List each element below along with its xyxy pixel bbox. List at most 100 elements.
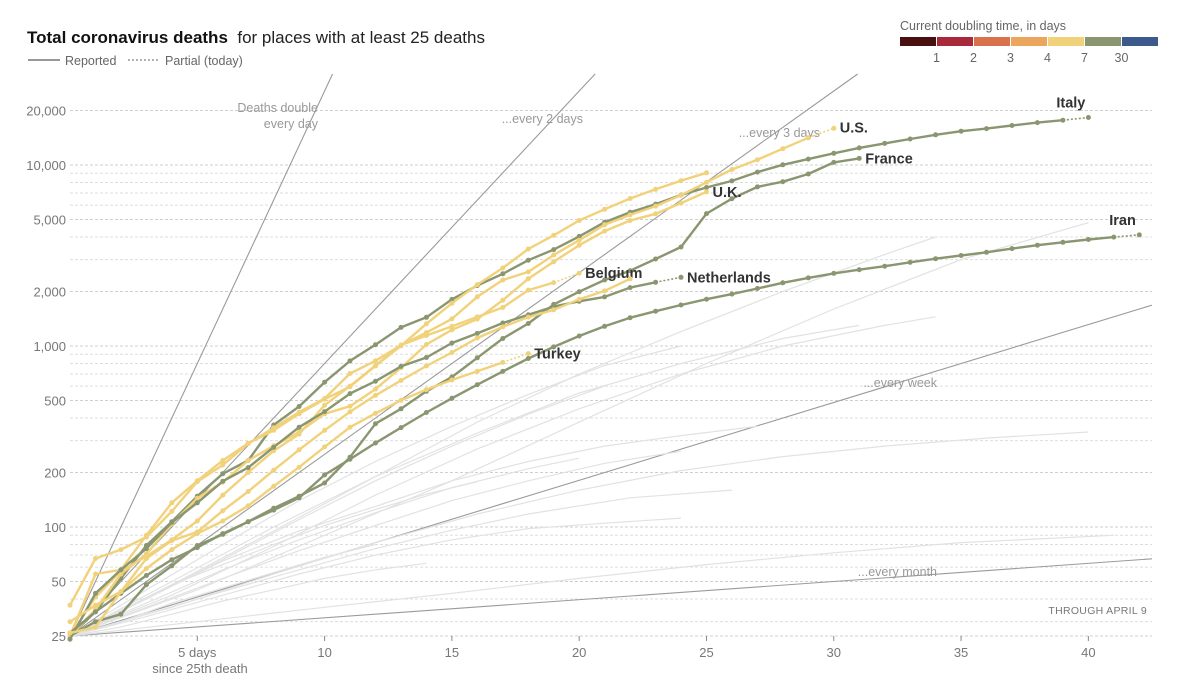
y-tick-label: 20,000 [26, 103, 66, 118]
x-tick-label: 25 [699, 645, 713, 660]
series-point [245, 458, 251, 463]
series-point [143, 551, 149, 557]
series-point [882, 263, 888, 269]
series-label: U.S. [840, 120, 868, 136]
series-point [678, 302, 684, 308]
doubling-guide-line [69, 73, 334, 637]
series-point [449, 395, 455, 401]
series-point [653, 256, 659, 262]
series-point [653, 308, 659, 314]
doubling-guides: Deaths double every day ...every 2 days...… [69, 73, 1153, 637]
series-point [220, 462, 226, 468]
x-tick-label: 30 [827, 645, 841, 660]
series-point [67, 619, 73, 625]
series-point [449, 316, 455, 322]
series-point [194, 495, 200, 501]
series-point [169, 557, 175, 563]
series-point [525, 314, 531, 320]
series-point [525, 246, 531, 252]
series-point [194, 479, 200, 485]
background-series-line [69, 517, 682, 637]
series-point [93, 590, 98, 596]
series-point [118, 589, 124, 595]
series-point [169, 547, 175, 553]
background-series-line [69, 534, 1114, 637]
series-point [1111, 234, 1117, 240]
series-partial-line [1113, 234, 1140, 238]
series-point [118, 567, 124, 573]
x-axis-title: since 25th death [152, 661, 247, 676]
series-point [831, 150, 837, 156]
series-point [933, 132, 939, 138]
doubling-swatch [974, 37, 1010, 46]
series-point [704, 296, 709, 302]
series-point [805, 135, 811, 141]
series-point [322, 472, 328, 478]
series-point [423, 363, 429, 369]
guide-label: ...every 2 days [502, 112, 583, 126]
series-point [118, 611, 124, 617]
series-point [423, 387, 429, 393]
series-point [93, 556, 98, 561]
series-point [93, 619, 98, 625]
series-point [1009, 246, 1015, 252]
series-point [373, 386, 378, 392]
doubling-swatch [1048, 37, 1084, 46]
y-tick-label: 2,000 [33, 284, 66, 299]
series-point [602, 277, 608, 283]
series-point [322, 402, 328, 408]
series-point [678, 178, 684, 184]
background-series-line [69, 236, 936, 637]
doubling-swatch-label: 7 [1081, 51, 1088, 65]
series-point [653, 279, 659, 285]
series-point [373, 363, 378, 369]
doubling-time-legend: Current doubling time, in days 1 2 3 4 7 30 [900, 19, 1158, 65]
series-point [653, 211, 659, 217]
series-point [907, 259, 913, 265]
background-series-line [69, 431, 1089, 637]
doubling-swatch-label: 30 [1115, 51, 1129, 65]
series-point [322, 427, 328, 433]
series-label: U.K. [712, 185, 741, 201]
series-point [245, 465, 251, 471]
series-point [1034, 242, 1040, 248]
series-point [602, 206, 608, 212]
series-line [68, 171, 707, 637]
series-point [704, 170, 709, 176]
series-point [398, 378, 404, 383]
series-point [754, 157, 760, 163]
legend-reported: Reported [65, 54, 116, 68]
series-point [805, 275, 811, 281]
series-point [500, 297, 506, 303]
series-point [958, 128, 964, 134]
series-point [958, 253, 964, 258]
series-point [729, 196, 735, 202]
series-point [805, 171, 811, 177]
series-point [729, 291, 735, 297]
series-point [704, 179, 709, 185]
series-point [449, 296, 455, 302]
series-point [754, 286, 760, 291]
series-point [474, 330, 480, 336]
series-point [984, 249, 989, 255]
series-point [551, 232, 557, 238]
series-point [525, 276, 531, 282]
series-point [143, 534, 149, 540]
x-tick-label: 15 [445, 645, 459, 660]
series-point [474, 355, 480, 361]
doubling-legend-title: Current doubling time, in days [900, 19, 1066, 33]
series-point [525, 257, 531, 263]
series-point [831, 125, 837, 131]
series-point [474, 294, 480, 300]
series-point [143, 546, 149, 552]
series-point [500, 305, 506, 310]
chart-title: Total coronavirus deaths for places with… [27, 28, 485, 47]
series-point [296, 404, 302, 409]
series-point [398, 406, 404, 412]
series-point [780, 179, 786, 185]
series-point [373, 342, 378, 348]
series-point [423, 355, 429, 360]
series-point [576, 270, 582, 276]
series-partial-line [502, 352, 529, 364]
